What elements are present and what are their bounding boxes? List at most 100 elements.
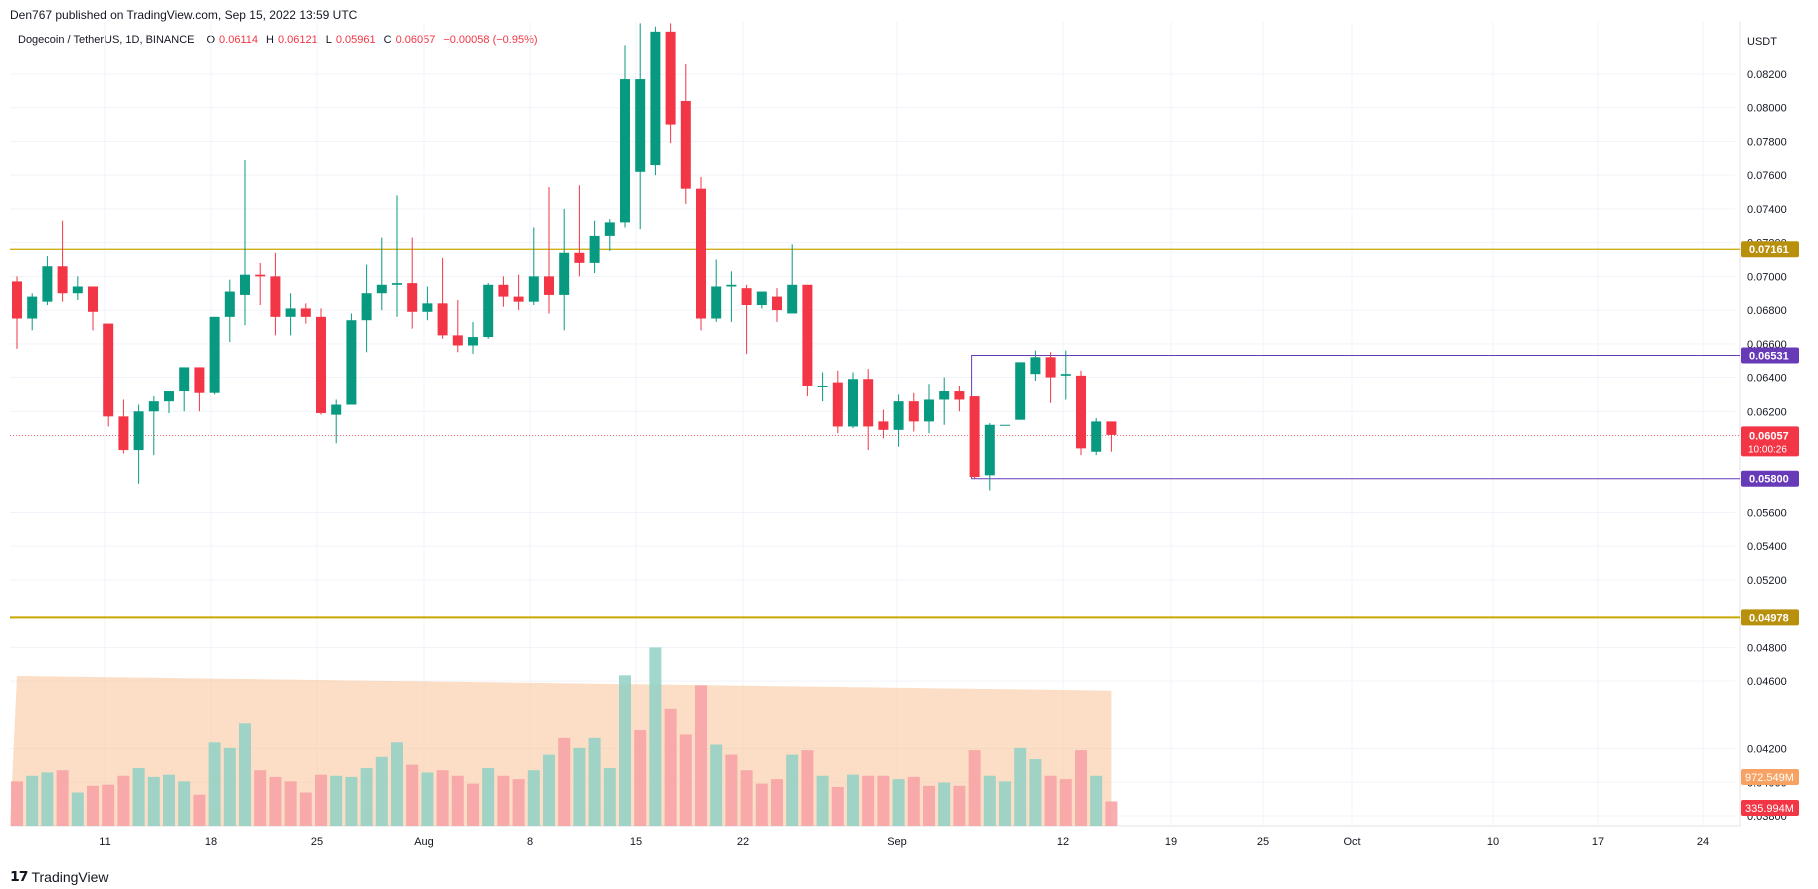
candle-body [969,396,980,478]
candle-body [1045,357,1056,378]
volume-bar [907,776,920,826]
candle-body [650,31,661,166]
y-tick-label: 0.05400 [1747,541,1787,553]
x-tick-label: 25 [1257,836,1269,848]
close-key: C [383,34,392,46]
high-key: H [266,34,274,46]
tradingview-footer[interactable]: 𝟭𝟳 TradingView [10,868,109,885]
chart-legend: Dogecoin / TetherUS, 1D, BINANCE O0.0611… [18,34,542,46]
volume-bar [315,774,327,826]
candle-body [574,252,585,263]
volume-bar [360,767,373,826]
candle-body [468,337,478,346]
volume-ma-label-bg [1741,769,1799,785]
volume-bar [254,770,267,826]
candle-body [726,284,737,287]
candle-body [103,323,114,417]
volume-bar [1029,759,1042,826]
candle-body [620,79,630,223]
candle-body [240,274,250,295]
volume-bar [786,754,799,826]
volume-bar [451,775,464,826]
candle-body [1000,424,1010,426]
x-tick-label: 12 [1057,836,1069,848]
x-tick-label: 10 [1487,836,1499,848]
volume-bar [664,708,677,826]
volume-bar [588,737,601,826]
candle-body [589,235,600,263]
volume-bar [1090,775,1103,826]
x-tick-label: 8 [527,836,533,848]
symbol-title[interactable]: Dogecoin / TetherUS, 1D, BINANCE [18,34,195,46]
candle-body [604,222,615,236]
price-unit-label: USDT [1747,36,1777,48]
candle-body [680,100,691,189]
candle-body [148,401,159,412]
candle-body [498,284,509,297]
candle-body [1060,374,1071,376]
volume-bar [801,750,814,826]
candle-body [1091,421,1102,452]
x-tick-label: 15 [630,836,642,848]
candle-body [939,391,950,400]
candle-body [756,291,767,306]
x-tick-label: Aug [414,836,434,848]
y-tick-label: 0.07600 [1747,170,1787,182]
volume-bar [816,775,829,826]
candle-body [452,335,463,346]
candle-body [300,308,311,317]
volume-bar [1059,779,1072,826]
range-box [971,354,1740,480]
x-tick-label: 22 [737,836,749,848]
high-value: 0.06121 [277,34,318,46]
candle-body [832,382,843,427]
volume-bar [892,779,905,826]
volume-bar [512,779,525,826]
volume-bar [330,775,343,826]
volume-bar [132,767,145,826]
volume-bar [178,781,191,826]
volume-bar [467,783,479,826]
volume-bar [497,775,510,826]
y-tick-label: 0.04200 [1747,744,1787,756]
current-price-bg [1741,426,1799,457]
volume-bar [938,782,951,826]
resistance-price-label: 0.07161 [1749,244,1789,256]
candle-body [802,284,813,386]
tv-logo-icon: 𝟭𝟳 [10,868,29,884]
range-top-price-label-bg [1741,347,1799,364]
y-tick-label: 0.07400 [1747,204,1787,216]
volume-bar [269,776,282,826]
volume-bar [421,772,434,826]
resistance-price-label-bg [1741,241,1799,258]
volume-bar [619,675,631,826]
range-bottom-price-label-bg [1741,470,1799,487]
volume-bar [26,775,39,826]
candle-body [164,391,174,402]
candle-body [848,379,858,427]
x-tick-label: 25 [311,836,323,848]
volume-bar [862,775,875,826]
volume-current-label-bg [1741,800,1799,816]
volume-bar [239,723,251,826]
candle-body [407,283,418,312]
candle-body [528,276,539,302]
candle-body [741,288,752,306]
volume-bar [147,776,160,826]
candle-body [772,296,782,311]
x-tick-label: Sep [887,836,907,848]
volume-bar [710,744,723,826]
volume-bar [1014,747,1027,826]
candle-body [72,286,83,294]
candle-body [118,416,129,451]
volume-bar [983,775,996,826]
volume-bar [999,781,1011,826]
low-key: L [325,34,332,46]
volume-bar [543,754,555,826]
volume-bar [11,781,23,826]
y-tick-label: 0.05200 [1747,575,1787,587]
volume-bar [436,770,449,826]
candle-body [1106,421,1117,435]
change-value: −0.00058 (−0.95%) [443,34,538,46]
